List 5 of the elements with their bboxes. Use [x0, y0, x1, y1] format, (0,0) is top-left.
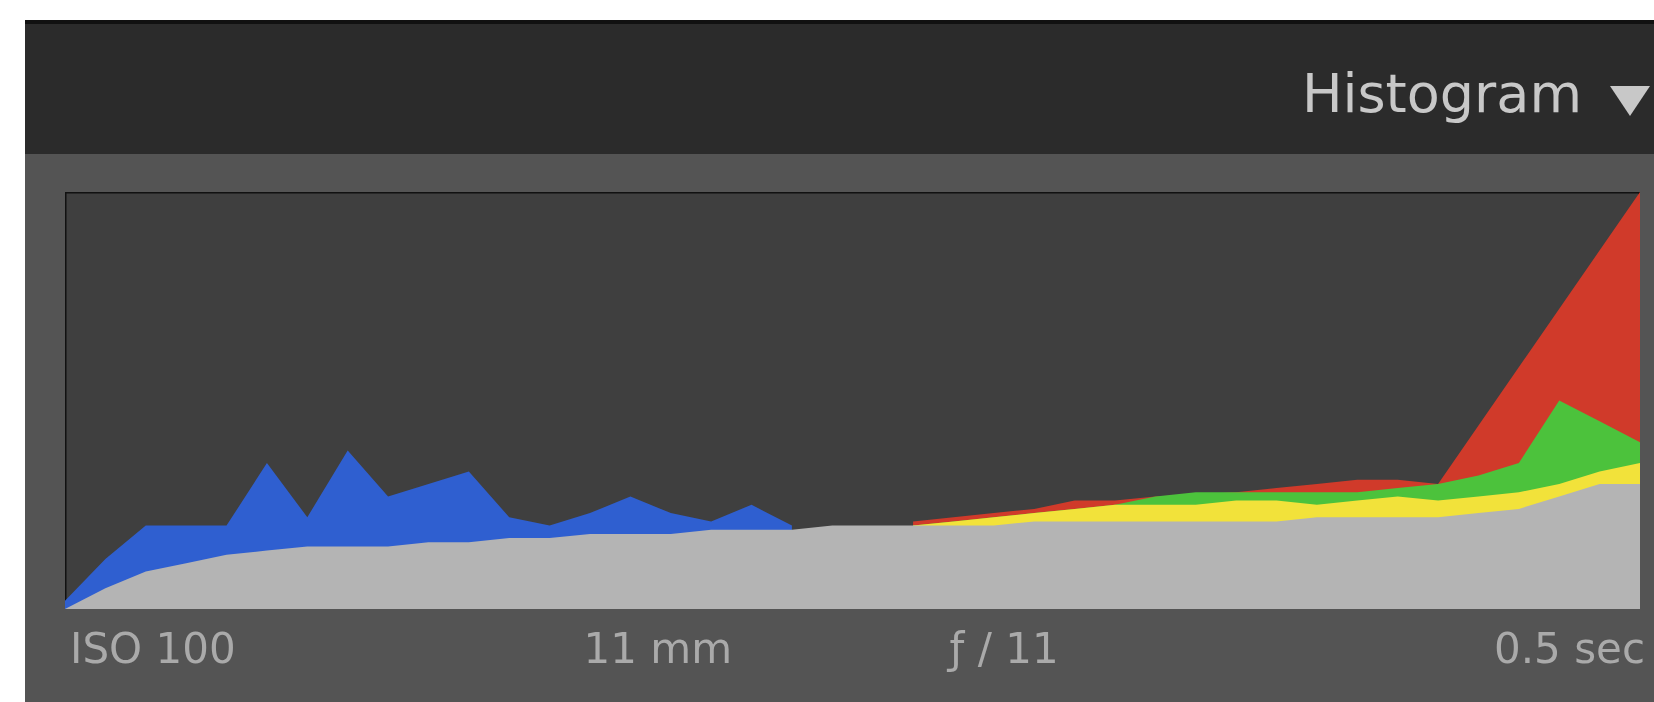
- text: ISO 100: [70, 624, 236, 673]
- text: ƒ / 11: [949, 624, 1059, 673]
- chart-title: Histogram: [1301, 62, 1582, 125]
- text: 11 mm: [583, 624, 733, 673]
- text: 0.5 sec: [1494, 624, 1645, 673]
